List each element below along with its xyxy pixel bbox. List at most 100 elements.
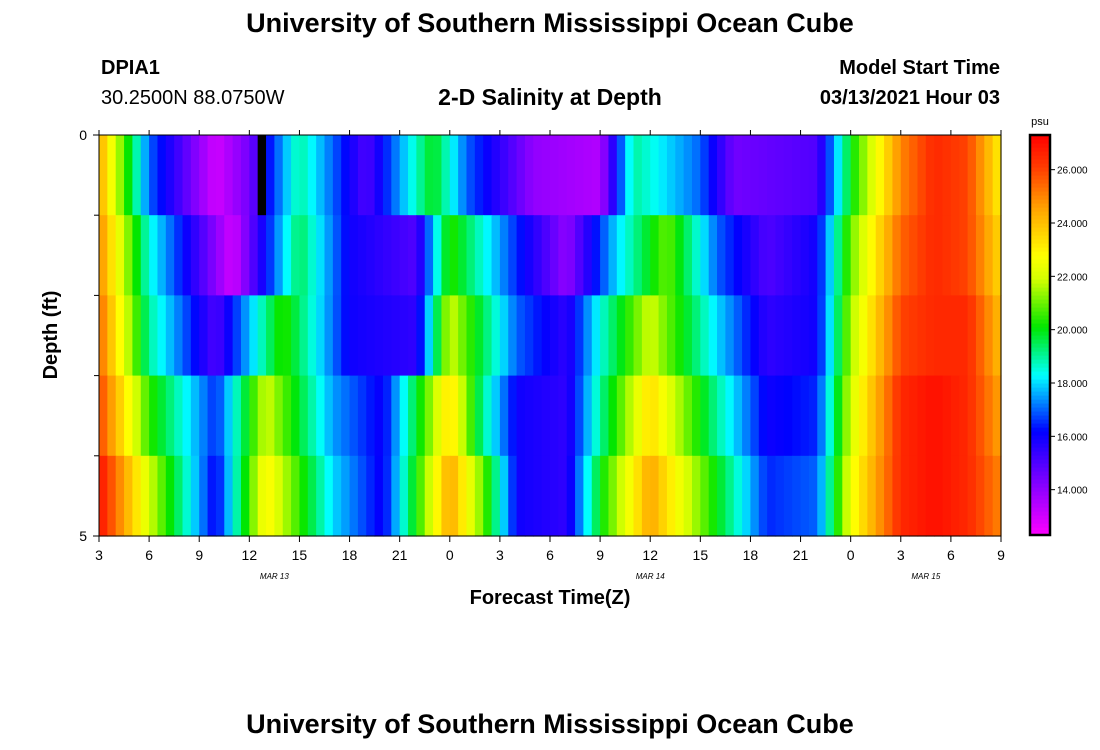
x-tick-label: 9 (997, 547, 1005, 563)
colorbar-segment (1030, 499, 1050, 504)
colorbar-segment (1030, 335, 1050, 340)
heatmap-cell (733, 295, 743, 377)
missing-data-marker (257, 135, 267, 216)
heatmap-cell (934, 455, 944, 537)
heatmap-cell (483, 375, 493, 457)
heatmap-cell (524, 295, 534, 377)
date-label: MAR 13 (260, 572, 289, 581)
heatmap-cell (900, 295, 910, 377)
heatmap-cell (165, 375, 175, 457)
heatmap-cell (758, 135, 768, 216)
heatmap-cell (149, 135, 159, 216)
heatmap-cell (215, 455, 225, 537)
colorbar-segment (1030, 507, 1050, 512)
colorbar-segment (1030, 203, 1050, 208)
heatmap-cell (717, 295, 726, 377)
heatmap-cell (299, 135, 309, 216)
x-axis: 3 6 9 12 15 18 21 0 3 6 9 12 15 18 21 0 3 6 9 MAR 13 MAR 14 M… (95, 130, 1005, 581)
x-tick-label: 6 (145, 547, 153, 563)
heatmap-cell (650, 375, 660, 457)
heatmap-cell (382, 215, 392, 296)
heatmap-cell (190, 215, 200, 296)
heatmap-cell (909, 135, 919, 216)
heatmap-cell (783, 375, 793, 457)
heatmap-cell (374, 375, 384, 457)
colorbar-segment (1030, 515, 1050, 520)
heatmap-cell (399, 215, 409, 296)
colorbar-segment (1030, 359, 1050, 364)
colorbar-segment (1030, 311, 1050, 316)
heatmap-cell (600, 455, 610, 537)
heatmap-cell (291, 375, 301, 457)
heatmap-cell (408, 215, 417, 296)
colorbar-segment (1030, 199, 1050, 204)
heatmap-cell (99, 375, 108, 457)
heatmap-cell (190, 135, 200, 216)
heatmap-cell (124, 135, 134, 216)
heatmap-cell (583, 215, 593, 296)
heatmap-cell (917, 215, 927, 296)
heatmap-cell (307, 215, 317, 296)
heatmap-cell (950, 455, 960, 537)
heatmap-cell (792, 455, 802, 537)
heatmap-cell (800, 135, 810, 216)
heatmap-cell (274, 455, 284, 537)
heatmap-cell (391, 135, 401, 216)
colorbar-segment (1030, 503, 1050, 508)
heatmap-cell (967, 215, 977, 296)
colorbar-tick-label: 26.000 (1057, 166, 1088, 177)
heatmap-cell (833, 135, 843, 216)
heatmap-cell (182, 295, 192, 377)
heatmap-cell (240, 135, 250, 216)
heatmap-cell (99, 135, 108, 216)
heatmap-cell (566, 135, 576, 216)
heatmap-cell (775, 135, 785, 216)
heatmap-cell (691, 375, 701, 457)
heatmap-cell (942, 375, 952, 457)
heatmap-cell (558, 455, 568, 537)
heatmap-cell (742, 135, 752, 216)
heatmap-cell (99, 295, 108, 377)
heatmap-cell (884, 295, 894, 377)
heatmap-cell (817, 375, 827, 457)
heatmap-cell (992, 455, 1002, 537)
heatmap-cell (575, 375, 585, 457)
heatmap-cell (859, 375, 868, 457)
heatmap-cell (107, 455, 117, 537)
heatmap-cell (391, 455, 401, 537)
heatmap-cell (207, 375, 217, 457)
heatmap-cell (909, 455, 919, 537)
colorbar-tick-label: 22.000 (1057, 272, 1088, 283)
heatmap-cell (132, 135, 142, 216)
heatmap-cell (132, 215, 142, 296)
heatmap-cell (140, 295, 150, 377)
heatmap-cell (115, 295, 125, 377)
heatmap-cell (625, 135, 635, 216)
heatmap-cell (633, 215, 643, 296)
heatmap-cell (733, 215, 743, 296)
heatmap-cell (491, 455, 501, 537)
heatmap-cell (266, 375, 275, 457)
colorbar: psu 14.000 16.000 18.000 20.000 22.000 24.000 2… (1028, 116, 1088, 537)
colorbar-segment (1030, 151, 1050, 156)
heatmap-cell (800, 375, 810, 457)
heatmap-cell (307, 135, 317, 216)
heatmap-cell (491, 375, 501, 457)
heatmap-cell (399, 295, 409, 377)
heatmap-cell (274, 295, 284, 377)
heatmap-cell (808, 135, 818, 216)
colorbar-segment (1030, 399, 1050, 404)
heatmap-cell (691, 135, 701, 216)
colorbar-segment (1030, 279, 1050, 284)
heatmap-cell (867, 375, 877, 457)
heatmap-cell (691, 455, 701, 537)
heatmap-cell (600, 375, 610, 457)
heatmap-cell (842, 295, 852, 377)
heatmap-cell (357, 135, 367, 216)
y-tick-label: 0 (79, 127, 87, 143)
heatmap-cell (458, 135, 468, 216)
heatmap-cell (850, 135, 860, 216)
heatmap-cell (683, 375, 693, 457)
heatmap-cell (499, 215, 509, 296)
colorbar-segment (1030, 255, 1050, 260)
